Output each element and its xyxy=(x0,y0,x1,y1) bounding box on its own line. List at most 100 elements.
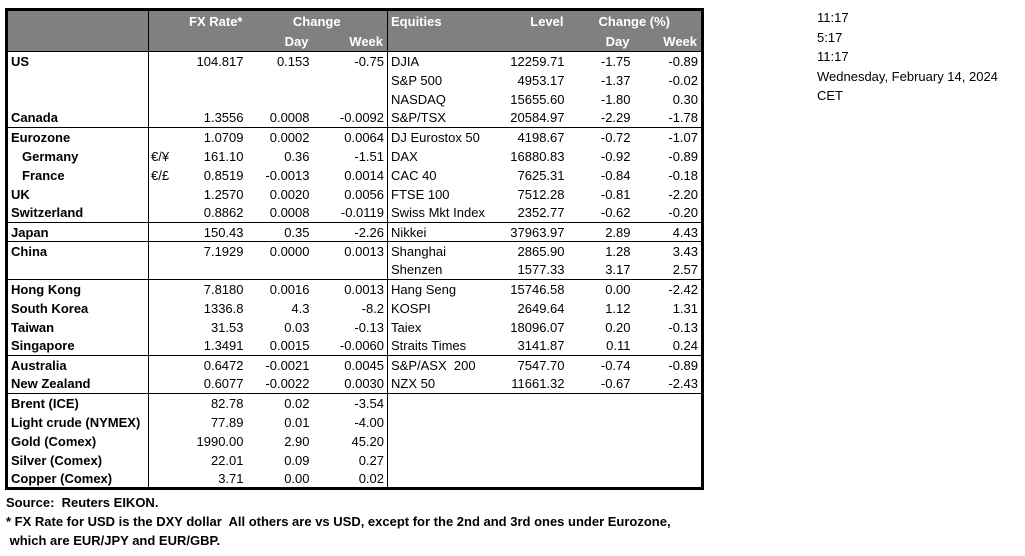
fx-rate-cell: 82.78 xyxy=(184,393,247,413)
country-header-spacer xyxy=(6,9,149,31)
country-cell: UK xyxy=(11,186,30,202)
fx-rate-cell: 1.3491 xyxy=(203,338,244,354)
fx-rate-cell: 0.6077 xyxy=(203,376,244,392)
fx-change-day-cell: 4.3 xyxy=(291,300,310,316)
date-display: Wednesday, February 14, 2024 xyxy=(817,68,998,84)
equity-change-day-cell: -0.62 xyxy=(600,205,631,221)
fx-change-week-cell: -0.0092 xyxy=(339,110,385,126)
fx-change-week-cell: 0.0045 xyxy=(312,355,388,375)
equity-change-day-cell: -2.29 xyxy=(600,110,631,126)
country-cell: Silver (Comex) xyxy=(11,452,103,468)
fx-pair-cell xyxy=(148,51,185,71)
fx-rate-footnote-line1: * FX Rate for USD is the DXY dollar All … xyxy=(6,514,671,529)
equity-change-week-cell xyxy=(634,432,703,451)
equity-cell: DJ Eurostox 50 xyxy=(387,127,506,147)
table-row: Eurozone 1.0709 0.0002 0.0064 DJ Eurostox 50… xyxy=(6,127,703,147)
fx-pair-cell xyxy=(148,89,185,109)
equity-cell: S&P 500 xyxy=(387,70,506,90)
equity-change-day-cell: -0.84 xyxy=(600,167,631,183)
equity-change-day-cell: 0.11 xyxy=(606,338,631,354)
equity-change-day-cell xyxy=(568,470,634,489)
fx-change-day-cell: 0.0016 xyxy=(246,279,313,299)
equity-change-week-cell: 1.31 xyxy=(672,300,699,316)
table-row: France €/£ 0.8519 -0.0013 0.0014 CAC 40 7625.3… xyxy=(7,165,703,185)
country-cell: South Korea xyxy=(11,300,89,316)
time-display: 11:17 xyxy=(817,49,849,65)
equity-cell: Straits Times xyxy=(387,336,506,356)
equity-cell xyxy=(387,469,506,489)
country-cell: Singapore xyxy=(11,338,75,354)
equity-change-week-cell xyxy=(634,413,703,432)
fx-rate-footnote-line2: which are EUR/JPY and EUR/GBP. xyxy=(6,533,221,548)
fx-rate-cell: 31.53 xyxy=(210,319,244,335)
fx-change-week-cell: 0.0056 xyxy=(344,186,385,202)
country-cell: Germany xyxy=(22,148,79,164)
country-cell xyxy=(7,71,149,90)
equity-change-day-cell: 2.89 xyxy=(567,222,634,242)
country-cell: Taiwan xyxy=(11,319,55,335)
equity-cell: NASDAQ xyxy=(387,89,506,109)
equity-change-week-cell: -2.43 xyxy=(668,376,699,392)
equity-change-week-cell: -1.78 xyxy=(668,110,699,126)
fx-change-day-cell: 0.0008 xyxy=(269,205,310,221)
table-row: Switzerland 0.8862 0.0008 -0.0119 Swiss Mkt … xyxy=(7,203,703,223)
fx-change-week-cell: 0.0013 xyxy=(312,279,388,299)
equity-cell xyxy=(387,450,506,470)
equity-change-day-cell: 0.20 xyxy=(605,319,631,335)
table-row: Canada 1.3556 0.0008 -0.0092 S&P/TSX 20584.97… xyxy=(7,108,703,128)
fx-change-day-cell: 0.0020 xyxy=(269,186,310,202)
fx-rate-cell: 1.3556 xyxy=(203,110,244,126)
fx-change-day-cell: -0.0013 xyxy=(265,167,310,183)
equity-level-cell: 12259.71 xyxy=(510,53,565,69)
table-row: Brent (ICE) 82.78 0.02 -3.54 xyxy=(6,393,703,413)
equity-change-week-cell: 2.57 xyxy=(672,262,699,278)
country-cell: Eurozone xyxy=(6,127,149,147)
fx-rate-cell xyxy=(185,90,247,109)
equity-cell: KOSPI xyxy=(387,298,506,318)
table-row: US 104.817 0.153 -0.75 DJIA 12259.71 -1.75 -0.8… xyxy=(7,51,703,71)
equity-level-cell xyxy=(506,432,568,451)
equity-change-week-cell: 0.30 xyxy=(672,91,699,107)
fx-change-week-cell: -1.51 xyxy=(354,148,385,164)
equity-cell: Hang Seng xyxy=(387,279,506,299)
fx-change-day-cell: 0.02 xyxy=(246,393,313,413)
fx-pair-cell xyxy=(148,355,185,375)
country-cell: Switzerland xyxy=(11,205,84,221)
fx-pair-cell xyxy=(148,336,185,356)
time-display: 11:17 xyxy=(817,10,849,25)
fx-pair-cell xyxy=(148,374,185,394)
fx-rate-cell: 7.1929 xyxy=(184,241,247,261)
equity-change-day-cell: 3.17 xyxy=(605,262,631,278)
equity-level-cell: 4198.67 xyxy=(505,127,568,147)
equity-cell: DJIA xyxy=(387,51,506,71)
fx-rate-cell xyxy=(185,71,247,90)
equity-cell: NZX 50 xyxy=(387,374,506,394)
equity-change-day-cell xyxy=(568,432,634,451)
fx-rate-cell: 77.89 xyxy=(210,414,244,430)
equity-level-cell: 15746.58 xyxy=(505,279,568,299)
market-data-table: FX Rate* Change Equities Level Change (%… xyxy=(5,8,705,490)
fx-pair-cell xyxy=(148,450,185,470)
time-display: 5:17 xyxy=(817,29,843,45)
equity-change-day-cell: 0.00 xyxy=(567,279,634,299)
fx-change-day-cell xyxy=(247,261,313,280)
equity-change-week-cell xyxy=(634,470,703,489)
equity-change-week-cell: -0.89 xyxy=(668,148,699,164)
fx-change-day-cell: 0.153 xyxy=(276,53,310,69)
equity-change-day-cell xyxy=(568,451,634,470)
equity-cell: DAX xyxy=(387,146,506,166)
table-row: Taiwan 31.53 0.03 -0.13 Taiex 18096.07 0.20 -0.… xyxy=(7,317,703,337)
fx-change-week-cell: 0.27 xyxy=(358,452,385,468)
equity-change-day-cell: -1.80 xyxy=(600,91,631,107)
country-cell: Brent (ICE) xyxy=(6,393,149,413)
equity-level-cell: 20584.97 xyxy=(510,110,565,126)
equity-level-cell: 7547.70 xyxy=(505,355,568,375)
country-cell: Copper (Comex) xyxy=(11,470,113,486)
equity-cell xyxy=(387,412,506,432)
fx-change-day-cell xyxy=(247,71,313,90)
table-row: Singapore 1.3491 0.0015 -0.0060 Straits Time… xyxy=(7,336,703,356)
equity-change-day-cell: -0.67 xyxy=(600,376,631,392)
country-subheader-spacer xyxy=(6,31,149,52)
equity-cell: Taiex xyxy=(387,317,506,337)
equity-change-day-cell: 1.28 xyxy=(567,241,634,261)
